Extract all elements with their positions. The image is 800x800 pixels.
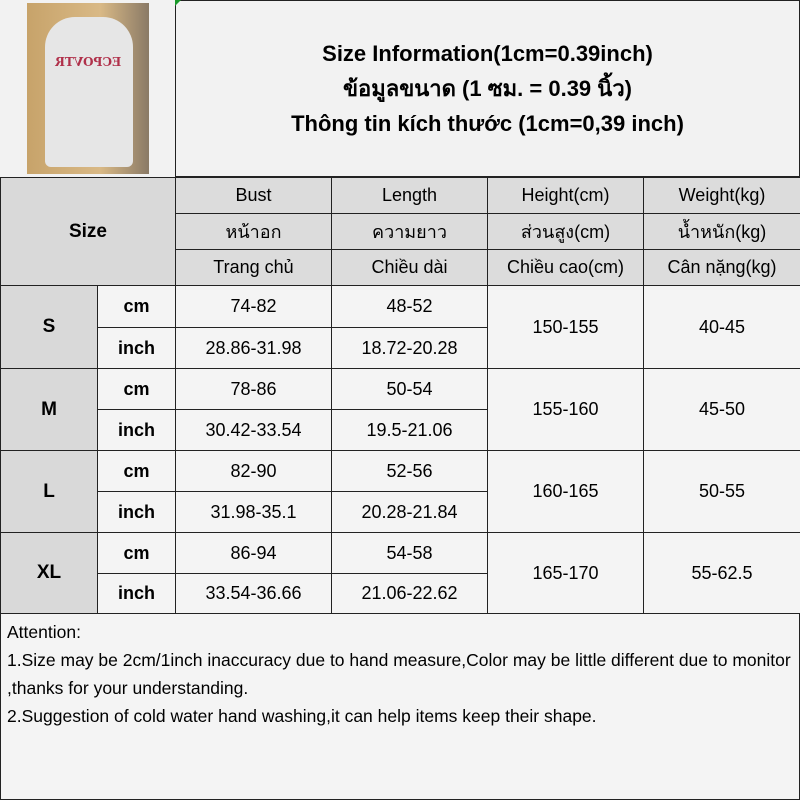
unit-cm: cm [97, 450, 176, 492]
size-label: S [0, 285, 98, 369]
bust-inch: 31.98-35.1 [175, 491, 332, 533]
length-cm: 50-54 [331, 368, 488, 410]
length-cm: 54-58 [331, 532, 488, 574]
bust-inch: 33.54-36.66 [175, 573, 332, 614]
header-th: น้ำหนัก(kg) [643, 213, 800, 250]
bust-cm: 74-82 [175, 285, 332, 328]
length-inch: 18.72-20.28 [331, 327, 488, 369]
height-range: 150-155 [487, 285, 644, 369]
unit-cm: cm [97, 532, 176, 574]
title-block: Size Information(1cm=0.39inch) ข้อมูลขนา… [175, 0, 800, 177]
weight-range: 55-62.5 [643, 532, 800, 614]
header-th: หน้าอก [175, 213, 332, 250]
unit-cm: cm [97, 285, 176, 328]
header-en: Height(cm) [487, 177, 644, 214]
header-th: ความยาว [331, 213, 488, 250]
length-inch: 20.28-21.84 [331, 491, 488, 533]
unit-inch: inch [97, 409, 176, 451]
length-cm: 52-56 [331, 450, 488, 492]
height-range: 160-165 [487, 450, 644, 533]
title-th: ข้อมูลขนาด (1 ซม. = 0.39 นิ้ว) [342, 76, 632, 101]
header-en: Length [331, 177, 488, 214]
note-2: 2.Suggestion of cold water hand washing,… [7, 706, 597, 726]
unit-inch: inch [97, 327, 176, 369]
shirt-graphic [45, 17, 133, 167]
weight-range: 40-45 [643, 285, 800, 369]
unit-cm: cm [97, 368, 176, 410]
unit-inch: inch [97, 573, 176, 614]
header-en: Bust [175, 177, 332, 214]
title-vi: Thông tin kích thước (1cm=0,39 inch) [291, 111, 684, 136]
bust-inch: 28.86-31.98 [175, 327, 332, 369]
shirt-print-logo: ECPOVTR [55, 55, 122, 69]
bust-cm: 78-86 [175, 368, 332, 410]
header-vi: Chiều cao(cm) [487, 249, 644, 286]
notes: Attention: 1.Size may be 2cm/1inch inacc… [0, 613, 800, 800]
note-1: 1.Size may be 2cm/1inch inaccuracy due t… [7, 650, 791, 698]
size-label: L [0, 450, 98, 533]
header-en: Weight(kg) [643, 177, 800, 214]
header-vi: Cân nặng(kg) [643, 249, 800, 286]
product-photo: ECPOVTR [27, 3, 149, 174]
notes-heading: Attention: [7, 622, 81, 642]
corner-marker [175, 0, 181, 6]
title-en: Size Information(1cm=0.39inch) [322, 41, 653, 66]
unit-inch: inch [97, 491, 176, 533]
weight-range: 45-50 [643, 368, 800, 451]
length-inch: 19.5-21.06 [331, 409, 488, 451]
size-header: Size [0, 177, 176, 286]
size-label: M [0, 368, 98, 451]
bust-inch: 30.42-33.54 [175, 409, 332, 451]
height-range: 165-170 [487, 532, 644, 614]
height-range: 155-160 [487, 368, 644, 451]
bust-cm: 86-94 [175, 532, 332, 574]
size-label: XL [0, 532, 98, 614]
header-vi: Trang chủ [175, 249, 332, 286]
weight-range: 50-55 [643, 450, 800, 533]
length-cm: 48-52 [331, 285, 488, 328]
bust-cm: 82-90 [175, 450, 332, 492]
header-th: ส่วนสูง(cm) [487, 213, 644, 250]
header-vi: Chiều dài [331, 249, 488, 286]
length-inch: 21.06-22.62 [331, 573, 488, 614]
